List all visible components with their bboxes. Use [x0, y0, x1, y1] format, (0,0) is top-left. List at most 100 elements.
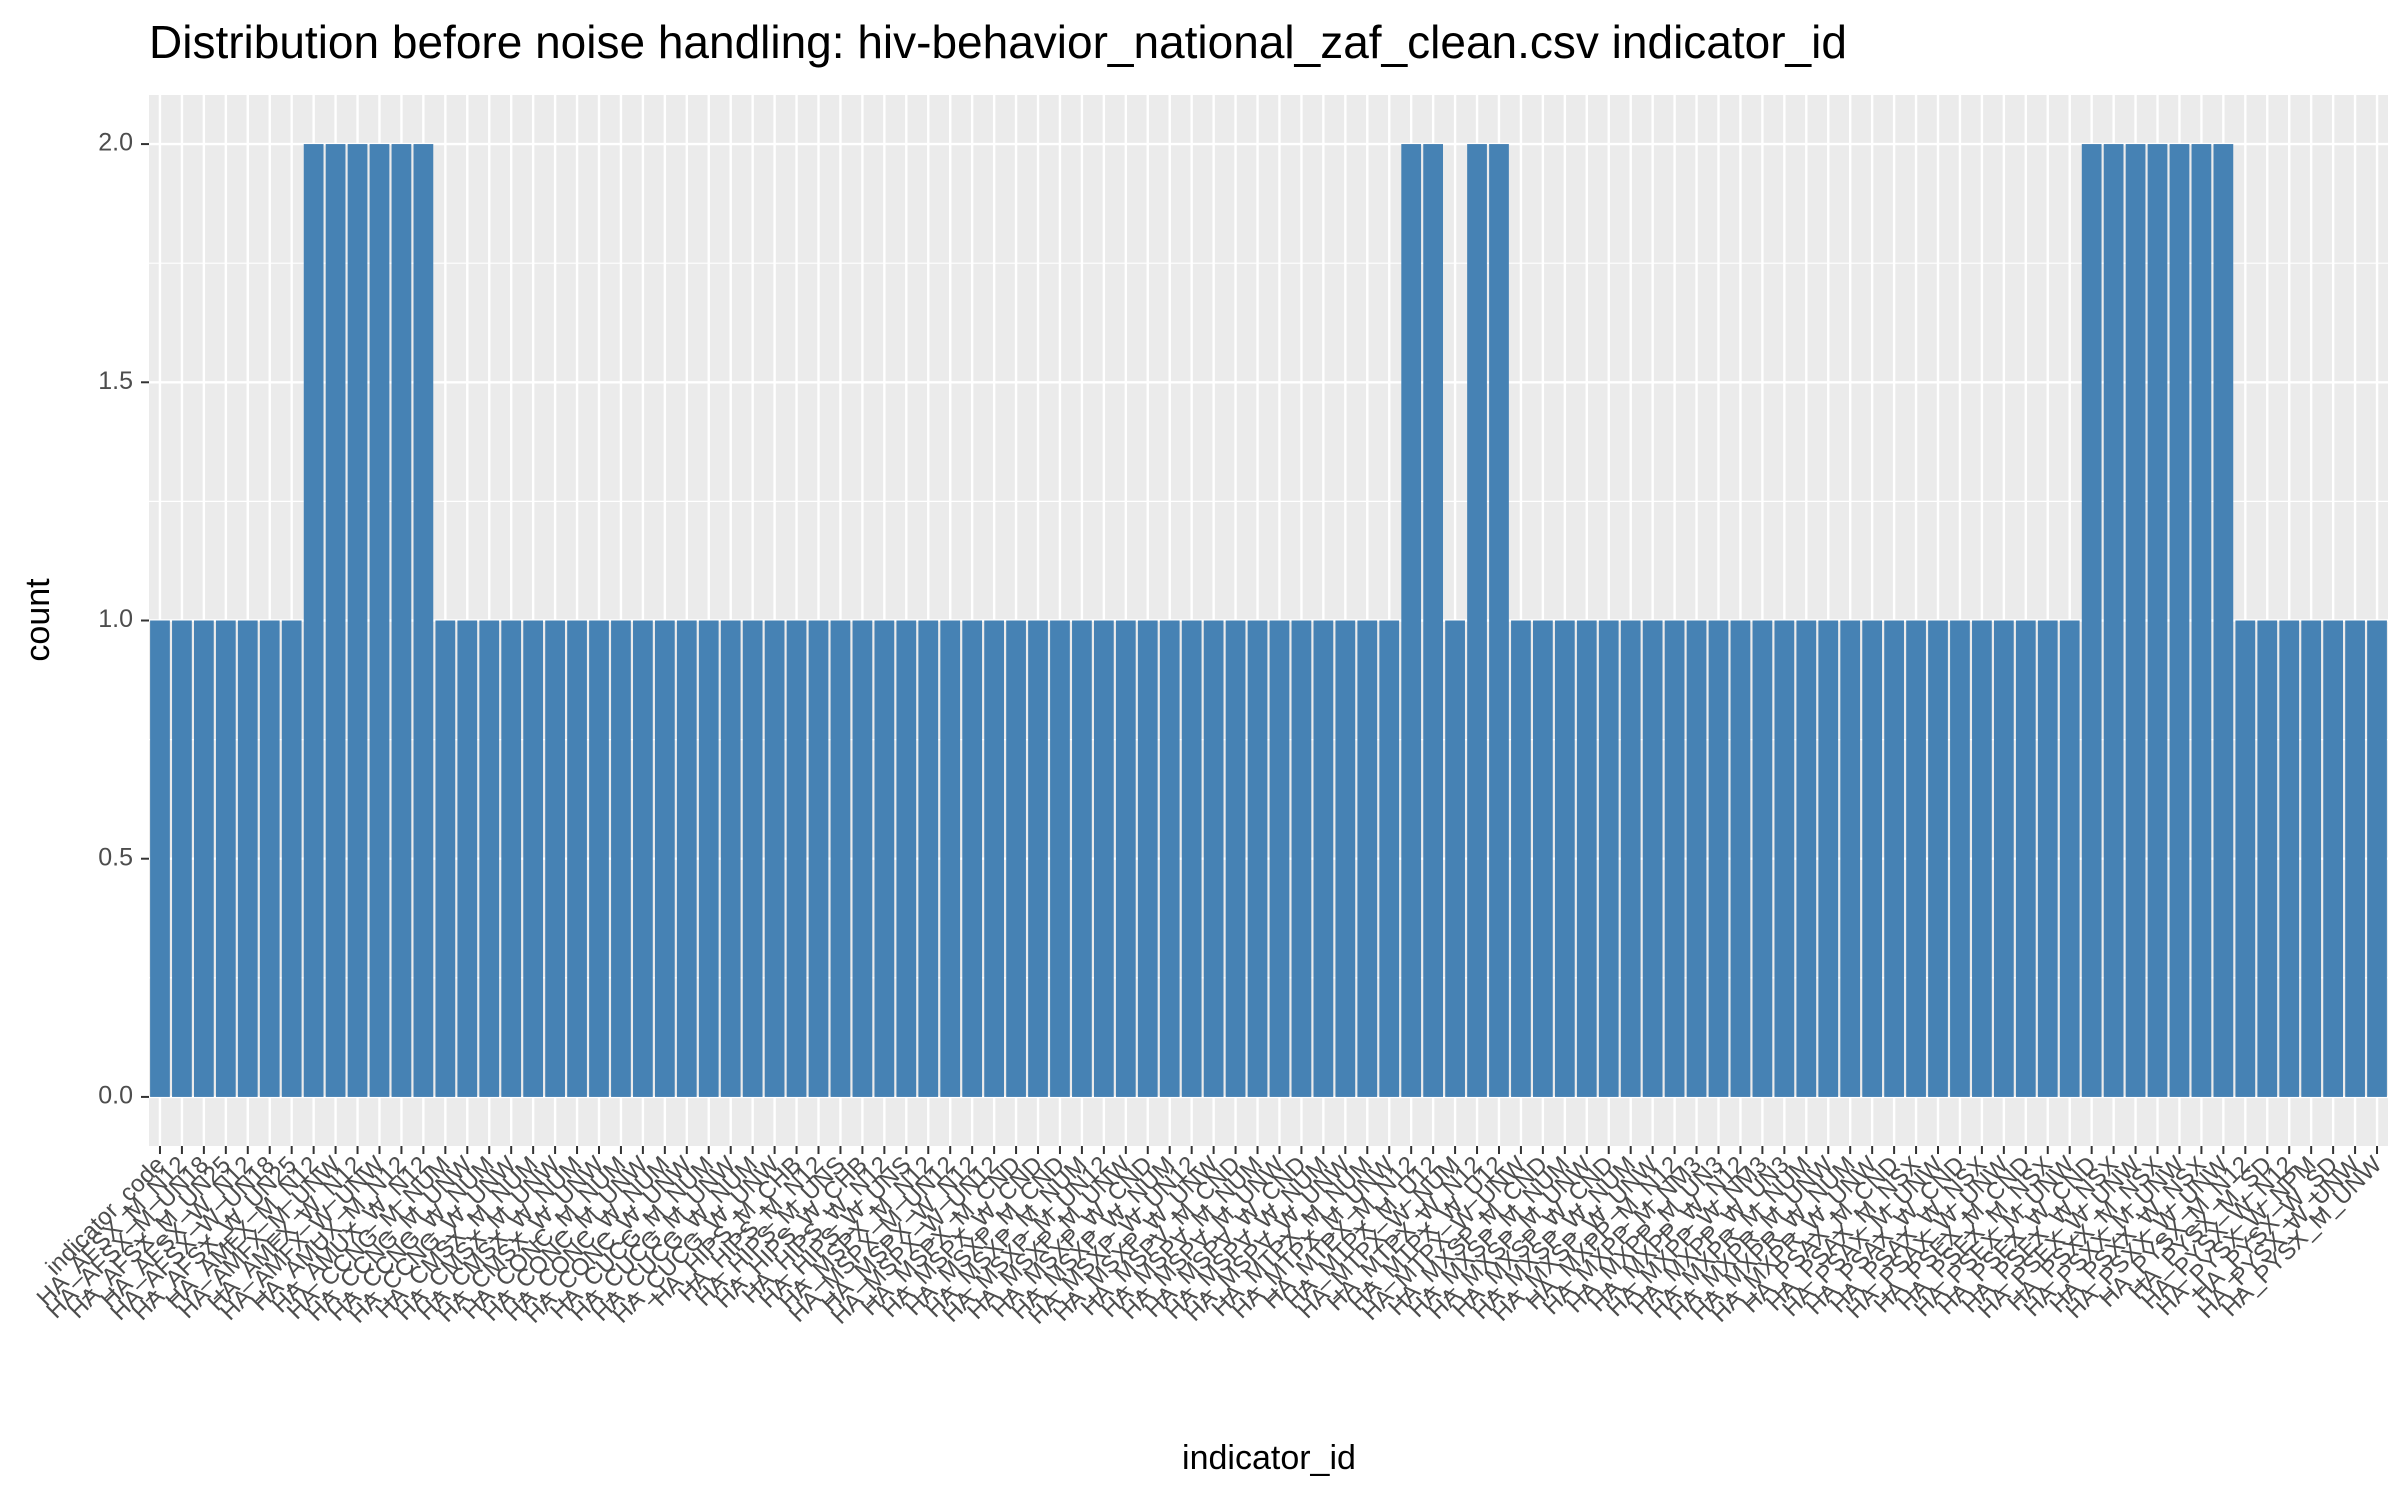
y-tick-label: 0.0 [98, 1082, 133, 1110]
bar [303, 144, 324, 1097]
bar [1093, 620, 1114, 1097]
bar [1993, 620, 2014, 1097]
bar [676, 620, 697, 1097]
bar [1028, 620, 1048, 1097]
bar [1840, 620, 1861, 1097]
bar [1664, 620, 1685, 1097]
bar [1950, 620, 1970, 1097]
bar [1291, 620, 1312, 1097]
bar [2037, 620, 2058, 1097]
bar [325, 144, 346, 1097]
bar [2191, 144, 2212, 1097]
bar [1357, 620, 1378, 1097]
bar [1335, 620, 1356, 1097]
bar [1642, 620, 1663, 1097]
bar [786, 620, 807, 1097]
bar [611, 620, 631, 1097]
bar [1533, 620, 1553, 1097]
bar [742, 620, 763, 1097]
bar [391, 144, 412, 1097]
bar [215, 620, 236, 1097]
bar [413, 144, 434, 1097]
bar [1774, 620, 1795, 1097]
bar [2345, 620, 2365, 1097]
bar [2059, 620, 2080, 1097]
bar [1247, 620, 1268, 1097]
bar [369, 144, 390, 1097]
bar [830, 620, 851, 1097]
bar [1159, 620, 1180, 1097]
bar [852, 620, 873, 1097]
bar [918, 620, 939, 1097]
bar [2125, 144, 2146, 1097]
bar [962, 620, 983, 1097]
bar [2279, 620, 2300, 1097]
bar [984, 620, 1004, 1097]
bar [1269, 620, 1290, 1097]
y-tick-label: 1.5 [98, 367, 133, 395]
bar [523, 620, 544, 1097]
bar [874, 620, 895, 1097]
bar [237, 620, 258, 1097]
y-tick-label: 2.0 [98, 129, 133, 157]
chart-title: Distribution before noise handling: hiv-… [149, 16, 1847, 68]
bar [940, 620, 961, 1097]
bar [698, 620, 719, 1097]
bar [1401, 144, 1422, 1097]
bar [1730, 620, 1751, 1097]
bar [2257, 620, 2278, 1097]
bar [1686, 620, 1707, 1097]
bar [2367, 620, 2387, 1097]
bar [457, 620, 478, 1097]
bar [1050, 620, 1070, 1097]
bar [1313, 620, 1334, 1097]
bar [633, 620, 653, 1097]
bar [1489, 144, 1509, 1097]
bar [1445, 620, 1465, 1097]
y-tick-label: 1.0 [98, 605, 133, 633]
bar [501, 620, 522, 1097]
bar [1072, 620, 1092, 1097]
bar [172, 620, 192, 1097]
bar [1906, 620, 1926, 1097]
bar [150, 620, 170, 1097]
bar [1708, 620, 1729, 1097]
bar [193, 620, 214, 1097]
bar [2301, 620, 2322, 1097]
bar [764, 620, 785, 1097]
bar [1554, 620, 1575, 1097]
bar [808, 620, 829, 1097]
bar [1972, 620, 1992, 1097]
bar [2169, 144, 2190, 1097]
bar [1467, 144, 1487, 1097]
bar [2323, 620, 2344, 1097]
bar [1115, 620, 1136, 1097]
bar [281, 620, 302, 1097]
bar [1862, 620, 1883, 1097]
bar [896, 620, 917, 1097]
bar [479, 620, 500, 1097]
bar [1576, 620, 1597, 1097]
bar [1818, 620, 1839, 1097]
bar [545, 620, 565, 1097]
bar [2015, 620, 2036, 1097]
bar [2147, 144, 2168, 1097]
bar [1203, 620, 1224, 1097]
bar [567, 620, 587, 1097]
bar [1598, 620, 1619, 1097]
bar [2235, 620, 2256, 1097]
bar [1225, 620, 1246, 1097]
bar [2103, 144, 2124, 1097]
bar [589, 620, 609, 1097]
bar [1928, 620, 1948, 1097]
bar [259, 620, 280, 1097]
bar [1137, 620, 1158, 1097]
x-axis-title: indicator_id [1182, 1439, 1356, 1477]
bar [1884, 620, 1904, 1097]
bar [1423, 144, 1444, 1097]
bar [1752, 620, 1773, 1097]
y-tick-label: 0.5 [98, 843, 133, 871]
bar [435, 620, 456, 1097]
